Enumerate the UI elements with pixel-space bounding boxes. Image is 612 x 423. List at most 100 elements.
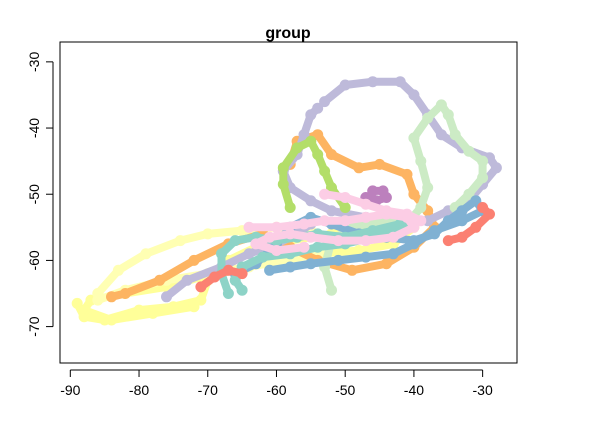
y-axis: -30 -40 -50 -60 -70 bbox=[26, 52, 54, 337]
data-point bbox=[374, 158, 386, 170]
data-point bbox=[284, 261, 296, 273]
data-point bbox=[305, 195, 317, 207]
data-point bbox=[133, 304, 145, 316]
data-point bbox=[305, 258, 317, 270]
data-point bbox=[387, 231, 399, 243]
data-point bbox=[167, 301, 179, 313]
data-point bbox=[71, 297, 83, 309]
data-point bbox=[332, 235, 344, 247]
track-series bbox=[442, 202, 495, 247]
data-point bbox=[119, 288, 131, 299]
data-point bbox=[442, 109, 454, 121]
data-point bbox=[442, 235, 454, 247]
data-point bbox=[332, 254, 344, 266]
data-point bbox=[284, 202, 296, 213]
data-point bbox=[319, 165, 331, 177]
data-point bbox=[277, 162, 289, 174]
track-line bbox=[196, 266, 247, 291]
data-point bbox=[298, 129, 310, 141]
data-point bbox=[360, 198, 372, 210]
data-point bbox=[442, 215, 454, 227]
data-point bbox=[181, 274, 193, 286]
data-point bbox=[367, 225, 379, 237]
track-series bbox=[243, 208, 420, 256]
track-series bbox=[195, 264, 248, 293]
data-point bbox=[463, 145, 475, 157]
data-point bbox=[161, 291, 172, 303]
data-point bbox=[422, 112, 434, 124]
data-point bbox=[298, 241, 310, 253]
data-point bbox=[463, 188, 475, 200]
track-line bbox=[245, 210, 418, 255]
data-point bbox=[78, 311, 90, 323]
data-point bbox=[222, 288, 234, 299]
data-point bbox=[312, 129, 324, 141]
data-point bbox=[408, 235, 420, 247]
data-point bbox=[422, 182, 434, 194]
data-point bbox=[99, 314, 111, 326]
data-point bbox=[401, 168, 413, 180]
data-point bbox=[415, 215, 427, 227]
data-point bbox=[387, 248, 399, 260]
data-point bbox=[339, 215, 351, 227]
data-point bbox=[477, 172, 489, 184]
data-point bbox=[271, 221, 282, 233]
data-point bbox=[408, 89, 420, 101]
data-point bbox=[312, 149, 324, 160]
data-point bbox=[312, 241, 324, 253]
data-point bbox=[147, 307, 159, 319]
data-point bbox=[415, 155, 427, 167]
data-point bbox=[264, 264, 276, 276]
data-point bbox=[435, 99, 447, 111]
data-point bbox=[277, 178, 289, 190]
x-tick-label: -80 bbox=[129, 382, 149, 398]
data-point bbox=[209, 271, 221, 283]
data-point bbox=[291, 142, 303, 154]
data-point bbox=[408, 238, 420, 250]
data-point bbox=[429, 228, 440, 240]
data-point bbox=[326, 149, 337, 160]
data-point bbox=[216, 248, 227, 260]
data-point bbox=[222, 264, 234, 276]
x-tick-label: -30 bbox=[473, 382, 493, 398]
data-point bbox=[477, 202, 489, 213]
data-point bbox=[202, 228, 214, 240]
y-tick-label: -50 bbox=[26, 184, 42, 204]
track-series bbox=[319, 188, 427, 227]
data-point bbox=[380, 205, 392, 217]
data-point bbox=[319, 188, 331, 200]
data-point bbox=[456, 231, 468, 243]
data-point bbox=[195, 294, 207, 306]
data-point bbox=[367, 185, 379, 197]
data-point bbox=[106, 314, 117, 326]
data-point bbox=[470, 221, 482, 233]
data-point bbox=[140, 248, 152, 260]
data-point bbox=[92, 288, 104, 299]
data-point bbox=[112, 264, 124, 276]
x-tick-label: -40 bbox=[404, 382, 424, 398]
data-point bbox=[312, 102, 324, 114]
data-point bbox=[394, 76, 406, 88]
data-point bbox=[236, 268, 248, 280]
data-point bbox=[360, 251, 372, 263]
data-point bbox=[470, 195, 482, 207]
data-point bbox=[174, 235, 186, 247]
data-point bbox=[415, 202, 427, 213]
data-point bbox=[360, 211, 372, 223]
data-point bbox=[319, 215, 331, 227]
data-point bbox=[346, 264, 358, 276]
track-series bbox=[277, 135, 351, 213]
data-point bbox=[360, 235, 372, 247]
data-point bbox=[339, 192, 351, 203]
data-point bbox=[456, 215, 468, 227]
data-point bbox=[305, 109, 317, 121]
track-line bbox=[217, 216, 418, 298]
data-point bbox=[284, 228, 296, 240]
y-tick-label: -70 bbox=[26, 316, 42, 336]
data-point bbox=[243, 248, 255, 260]
data-point bbox=[154, 274, 166, 286]
data-point bbox=[339, 79, 351, 91]
plot-area bbox=[71, 76, 502, 326]
data-point bbox=[429, 225, 440, 237]
